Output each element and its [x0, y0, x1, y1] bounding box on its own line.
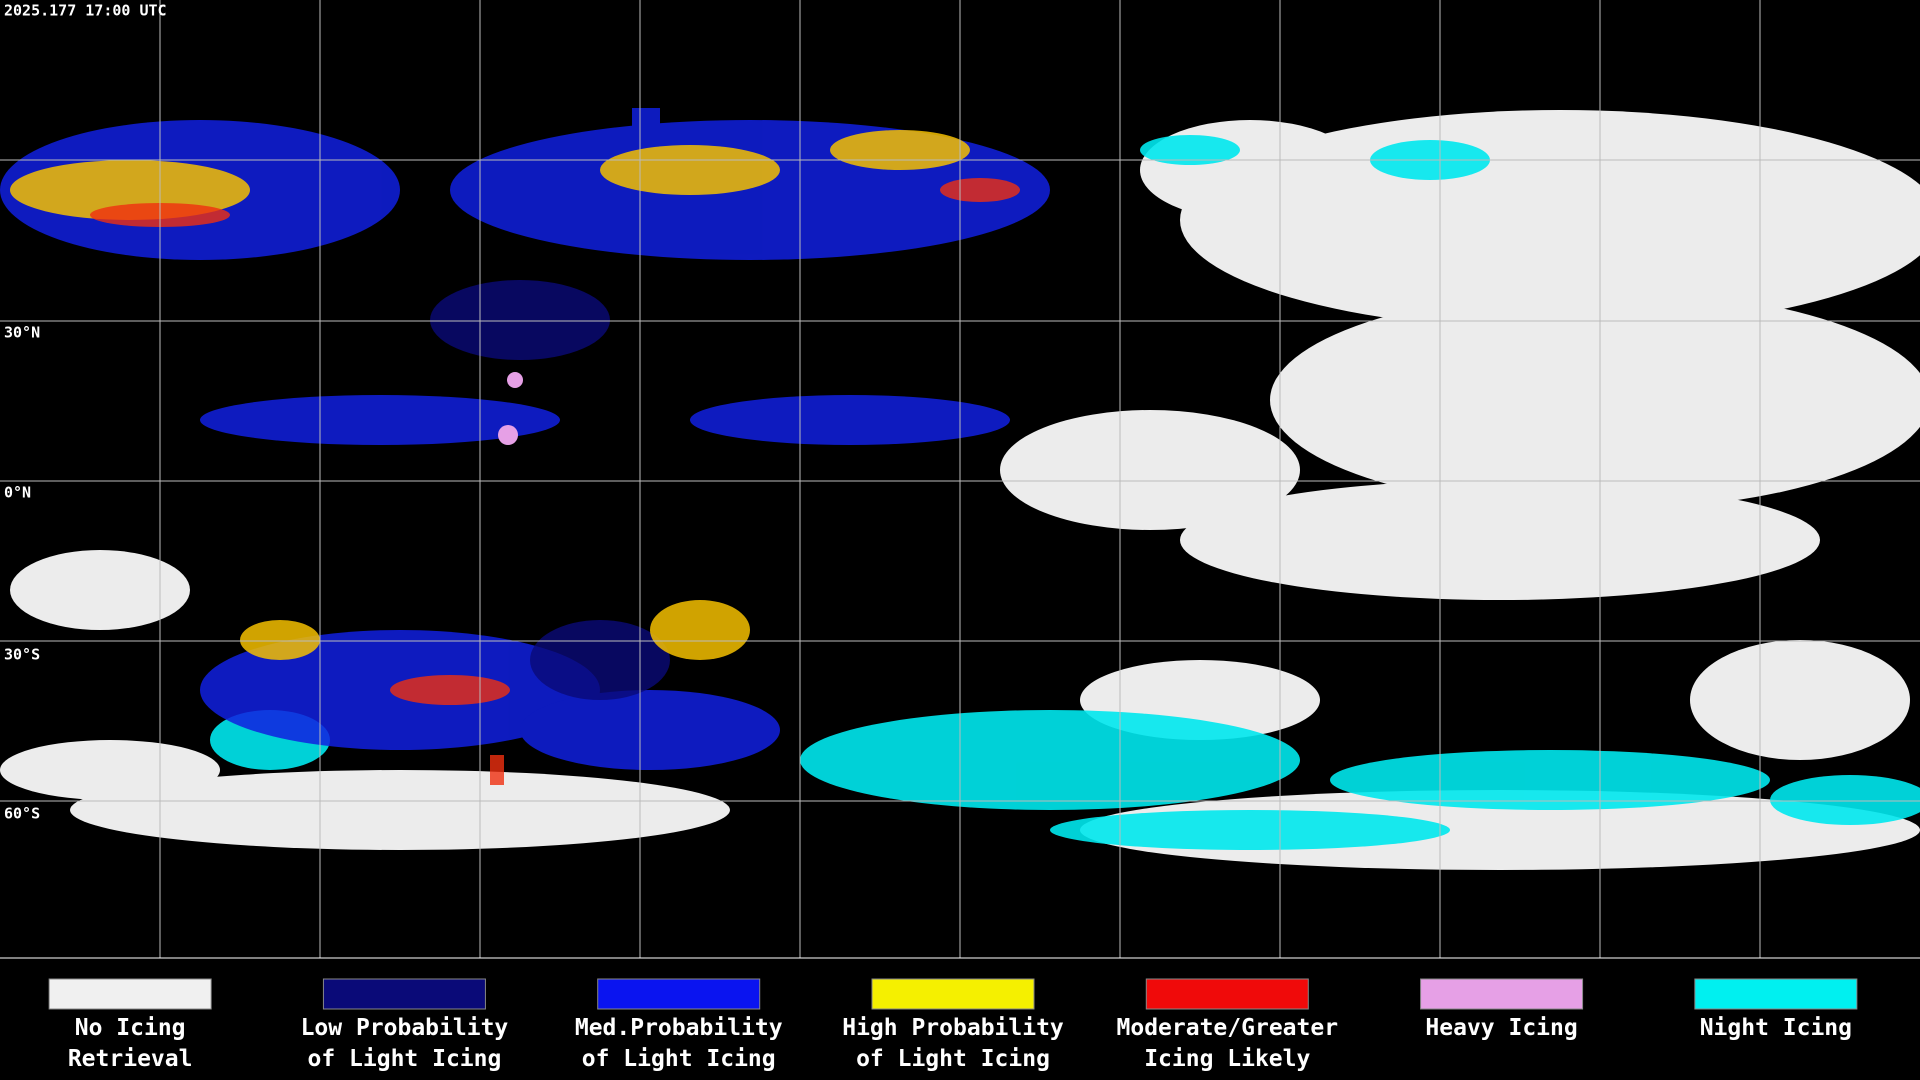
legend-label: Heavy Icing [1425, 1015, 1577, 1041]
legend-label: Moderate/Greater [1117, 1015, 1339, 1041]
legend-label: of Light Icing [856, 1046, 1050, 1072]
graticule [0, 0, 1920, 959]
latitude-labels: 30°N 0°N 30°S 60°S [4, 324, 40, 823]
legend-swatch [322, 978, 486, 1010]
legend-label: of Light Icing [582, 1046, 776, 1072]
latitude-label: 0°N [4, 484, 31, 502]
legend-label: No Icing [75, 1015, 186, 1041]
low-probability-area [430, 280, 670, 700]
legend-label: Icing Likely [1144, 1046, 1310, 1072]
legend-swatch [1145, 978, 1309, 1010]
heavy-icing-area [498, 372, 523, 445]
cloud-field [0, 108, 1920, 870]
legend-swatch [48, 978, 212, 1010]
no-icing-area [0, 110, 1920, 870]
legend-label: High Probability [842, 1015, 1064, 1041]
legend: No Icing Retrieval Low Probability of Light… [48, 978, 1858, 1072]
legend-swatch [1420, 978, 1584, 1010]
legend-label: Med.Probability [575, 1015, 783, 1041]
legend-label: Low Probability [301, 1015, 509, 1041]
legend-swatch [1694, 978, 1858, 1010]
legend-label: Night Icing [1700, 1015, 1852, 1041]
legend-swatch [597, 978, 761, 1010]
latitude-label: 30°N [4, 324, 40, 342]
timestamp: 2025.177 17:00 UTC [4, 2, 167, 20]
legend-label: Retrieval [68, 1046, 193, 1072]
legend-swatch [871, 978, 1035, 1010]
legend-label: of Light Icing [307, 1046, 501, 1072]
latitude-label: 60°S [4, 805, 40, 823]
latitude-label: 30°S [4, 646, 40, 664]
